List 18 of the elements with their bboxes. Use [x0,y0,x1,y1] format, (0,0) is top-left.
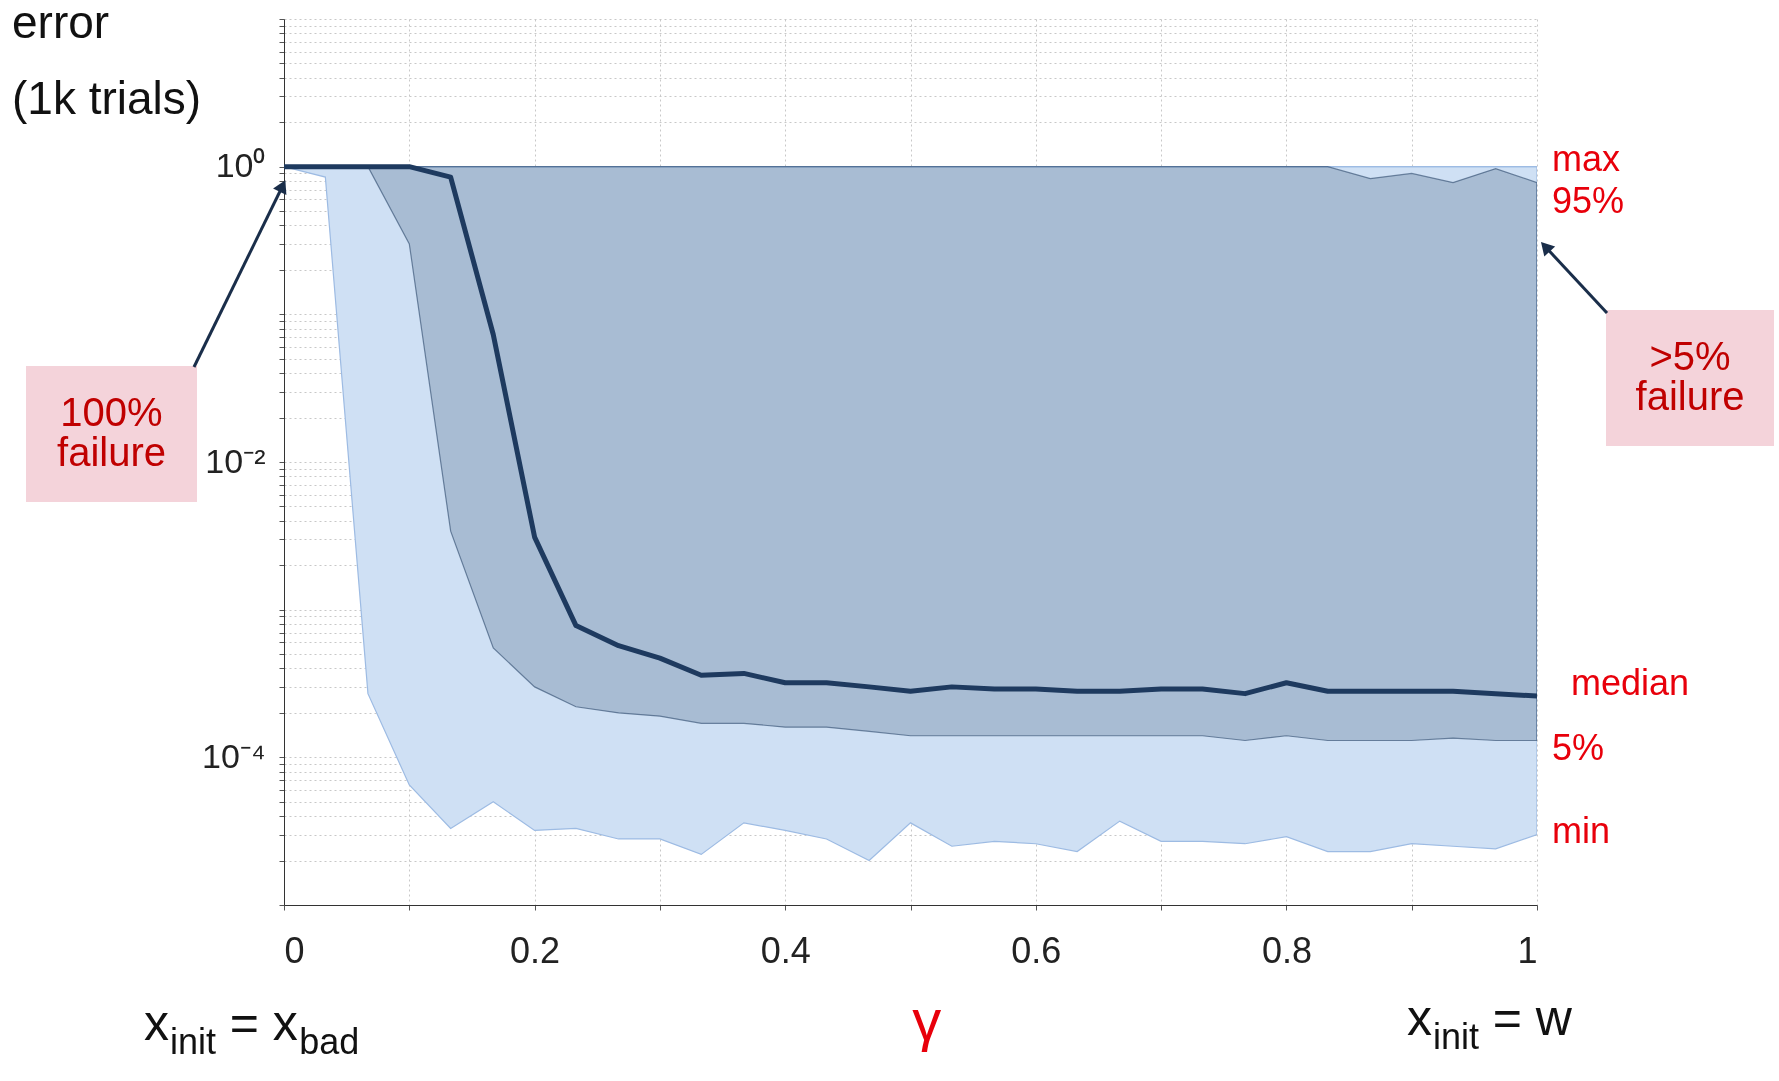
text: 100% failure [57,390,166,474]
x-tick-label: 0.2 [510,929,561,971]
series-label: median [1571,662,1690,704]
y-tick-label: 10⁻⁴ [202,736,266,775]
x-tick-label: 0.6 [1011,929,1062,971]
text: 5% [1552,727,1605,768]
text: 95% [1552,180,1625,221]
y-tick-label: 10⁻² [205,441,266,480]
text: >5% failure [1635,334,1745,418]
x-axis-title: γ [912,987,942,1052]
x-tick-label: 0 [284,929,305,971]
x-tick-label: 0.8 [1261,929,1312,971]
text: max [1552,138,1621,179]
x-tick-label: 0.4 [760,929,811,971]
y-axis-title: error (1k trials) [12,0,202,124]
y-tick-label: 10⁰ [215,146,266,185]
x-tick-label: 1 [1517,929,1538,971]
text: min [1552,810,1611,851]
